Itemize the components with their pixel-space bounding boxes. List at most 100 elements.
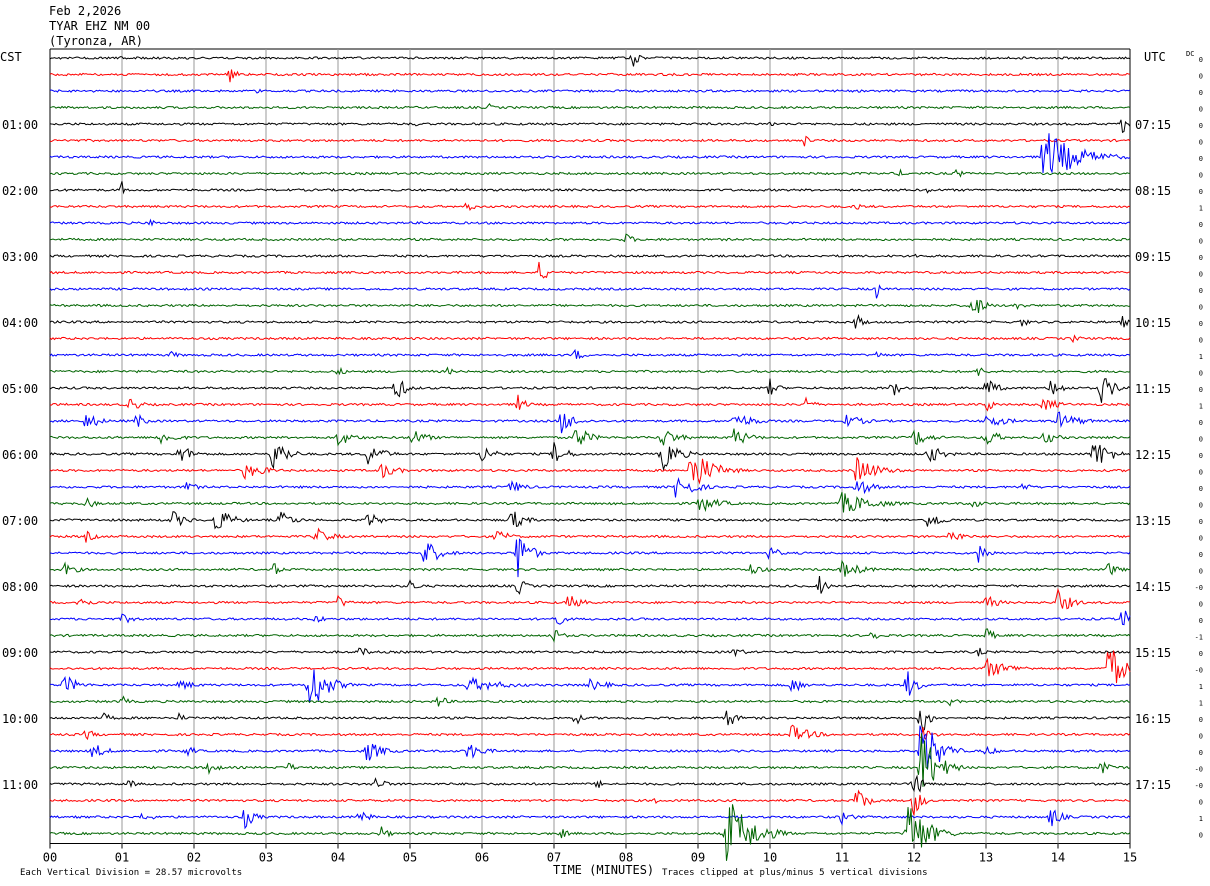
right-hour-label: 14:15 bbox=[1135, 580, 1171, 594]
x-tick-label: 01 bbox=[115, 851, 129, 865]
seismic-trace bbox=[49, 88, 1131, 94]
dc-offset-value: 1 bbox=[1199, 353, 1203, 361]
dc-offset-value: 0 bbox=[1199, 139, 1203, 147]
dc-offset-value: 0 bbox=[1199, 221, 1203, 229]
seismic-trace bbox=[49, 119, 1131, 134]
dc-offset-value: 0 bbox=[1199, 304, 1203, 312]
x-tick-label: 15 bbox=[1123, 851, 1137, 865]
dc-offset-value: 1 bbox=[1199, 205, 1203, 213]
seismic-trace bbox=[49, 299, 1131, 313]
x-axis-title: TIME (MINUTES) bbox=[553, 863, 654, 877]
seismic-trace bbox=[49, 233, 1131, 243]
dc-offset-value: 0 bbox=[1199, 370, 1203, 378]
dc-offset-value: 0 bbox=[1199, 452, 1203, 460]
dc-offset-value: -0 bbox=[1195, 766, 1203, 774]
x-tick-label: 11 bbox=[835, 851, 849, 865]
seismic-trace bbox=[49, 135, 1131, 147]
seismic-trace bbox=[49, 587, 1131, 610]
seismic-trace bbox=[49, 628, 1131, 643]
seismic-trace bbox=[49, 102, 1131, 110]
seismic-trace bbox=[49, 809, 1131, 830]
minute-grid bbox=[49, 48, 1131, 849]
station-location: (Tyronza, AR) bbox=[49, 34, 143, 48]
seismic-trace bbox=[49, 133, 1131, 174]
chart-header: Feb 2,2026 TYAR EHZ NM 00 (Tyronza, AR) bbox=[49, 4, 150, 49]
dc-offset-value: 1 bbox=[1199, 700, 1203, 708]
seismic-trace bbox=[49, 789, 1131, 816]
left-hour-label: 10:00 bbox=[2, 712, 38, 726]
dc-offset-value: 1 bbox=[1199, 815, 1203, 823]
x-tick-label: 04 bbox=[331, 851, 345, 865]
left-hour-label: 02:00 bbox=[2, 184, 38, 198]
dc-offset-value: 0 bbox=[1199, 337, 1203, 345]
station-code: TYAR EHZ NM 00 bbox=[49, 19, 151, 33]
dc-offset-header: DC bbox=[1186, 50, 1194, 58]
dc-offset-value: 0 bbox=[1199, 568, 1203, 576]
seismic-trace bbox=[49, 610, 1131, 626]
dc-offset-value: 0 bbox=[1199, 254, 1203, 262]
dc-offset-value: 0 bbox=[1199, 650, 1203, 658]
x-tick-label: 02 bbox=[187, 851, 201, 865]
seismic-trace bbox=[49, 710, 1131, 733]
seismic-trace bbox=[49, 168, 1131, 178]
left-hour-label: 05:00 bbox=[2, 382, 38, 396]
seismic-trace bbox=[49, 411, 1131, 434]
dc-offset-value: 0 bbox=[1199, 287, 1203, 295]
seismic-trace bbox=[49, 650, 1131, 684]
dc-offset-value: -1 bbox=[1195, 634, 1203, 642]
dc-offset-value: 0 bbox=[1199, 106, 1203, 114]
seismic-trace bbox=[49, 218, 1131, 227]
left-hour-label: 06:00 bbox=[2, 448, 38, 462]
seismic-trace bbox=[49, 695, 1131, 707]
dc-offset-value: 0 bbox=[1199, 469, 1203, 477]
dc-offset-value: 0 bbox=[1199, 601, 1203, 609]
dc-offset-value: 0 bbox=[1199, 73, 1203, 81]
seismic-trace bbox=[49, 261, 1131, 279]
seismic-trace bbox=[49, 774, 1131, 793]
seismic-trace bbox=[49, 733, 1131, 787]
dc-offset-value: 1 bbox=[1199, 683, 1203, 691]
seismic-trace bbox=[50, 669, 1131, 703]
x-tick-label: 08 bbox=[619, 851, 633, 865]
dc-offset-value: 0 bbox=[1199, 716, 1203, 724]
dc-offset-value: -0 bbox=[1195, 782, 1203, 790]
left-hour-label: 04:00 bbox=[2, 316, 38, 330]
seismic-trace bbox=[49, 538, 1131, 578]
dc-offset-value: 0 bbox=[1199, 799, 1203, 807]
seismic-trace bbox=[49, 378, 1131, 403]
dc-offset-value: 0 bbox=[1199, 617, 1203, 625]
dc-offset-value: 0 bbox=[1199, 502, 1203, 510]
seismic-trace bbox=[49, 492, 1131, 513]
left-hour-label: 09:00 bbox=[2, 646, 38, 660]
seismic-trace bbox=[49, 348, 1131, 360]
seismic-trace bbox=[49, 54, 1131, 67]
left-hour-label: 11:00 bbox=[2, 778, 38, 792]
left-hour-label: 08:00 bbox=[2, 580, 38, 594]
seismic-trace bbox=[49, 181, 1131, 195]
record-date: Feb 2,2026 bbox=[49, 4, 122, 18]
dc-offset-value: 0 bbox=[1199, 733, 1203, 741]
dc-offset-value: 0 bbox=[1199, 172, 1203, 180]
dc-offset-value: -0 bbox=[1195, 584, 1203, 592]
left-timezone-label: CST bbox=[0, 50, 22, 64]
seismic-trace bbox=[49, 457, 1130, 485]
dc-offset-value: 0 bbox=[1199, 749, 1203, 757]
right-hour-label: 10:15 bbox=[1135, 316, 1171, 330]
dc-offset-value: 0 bbox=[1199, 56, 1203, 64]
right-hour-label: 13:15 bbox=[1135, 514, 1171, 528]
seismic-trace bbox=[49, 724, 1131, 741]
dc-offset-value: 0 bbox=[1199, 238, 1203, 246]
seismic-traces bbox=[49, 54, 1131, 861]
right-timezone-label: UTC bbox=[1144, 50, 1166, 64]
dc-offset-value: 0 bbox=[1199, 320, 1203, 328]
dc-offset-value: 0 bbox=[1199, 386, 1203, 394]
left-hour-label: 01:00 bbox=[2, 118, 38, 132]
seismic-trace bbox=[49, 559, 1131, 577]
dc-offset-value: 0 bbox=[1199, 436, 1203, 444]
dc-offset-value: 0 bbox=[1199, 535, 1203, 543]
seismic-trace bbox=[49, 576, 1131, 595]
clip-note: Traces clipped at plus/minus 5 vertical … bbox=[662, 868, 928, 878]
seismic-trace bbox=[49, 313, 1131, 329]
right-hour-label: 12:15 bbox=[1135, 448, 1171, 462]
left-hour-label: 07:00 bbox=[2, 514, 38, 528]
